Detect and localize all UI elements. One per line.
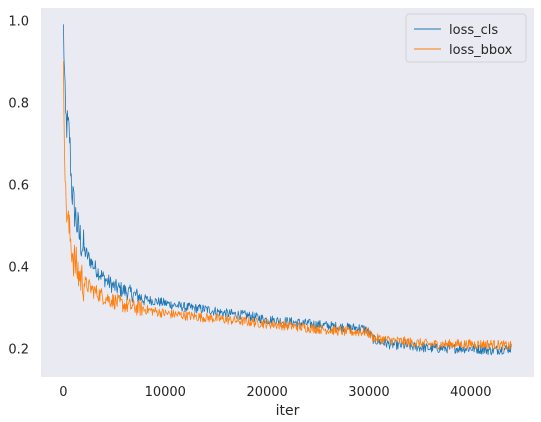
legend-frame	[405, 13, 527, 63]
y-tick-label: 0.4	[8, 260, 29, 275]
y-tick-label: 0.6	[8, 178, 29, 193]
x-axis-label: iter	[276, 403, 300, 419]
y-tick-label: 0.2	[8, 342, 29, 357]
legend: loss_cls loss_bbox	[405, 13, 527, 63]
legend-label-loss-cls: loss_cls	[449, 23, 498, 38]
x-tick-label: 0	[59, 385, 67, 400]
y-tick-label: 0.8	[8, 96, 29, 111]
series-line-loss-bbox	[63, 61, 512, 351]
x-axis-ticks: 0 10000 20000 30000 40000	[59, 385, 491, 400]
y-axis-ticks: 0.2 0.4 0.6 0.8 1.0	[8, 14, 29, 357]
series-layer	[63, 24, 512, 356]
x-tick-label: 30000	[348, 385, 389, 400]
plot-area	[41, 8, 534, 377]
x-tick-label: 10000	[145, 385, 186, 400]
y-tick-label: 1.0	[8, 14, 29, 29]
series-line-loss-cls	[63, 24, 512, 356]
x-tick-label: 40000	[450, 385, 491, 400]
legend-label-loss-bbox: loss_bbox	[449, 43, 513, 58]
x-tick-label: 20000	[246, 385, 287, 400]
